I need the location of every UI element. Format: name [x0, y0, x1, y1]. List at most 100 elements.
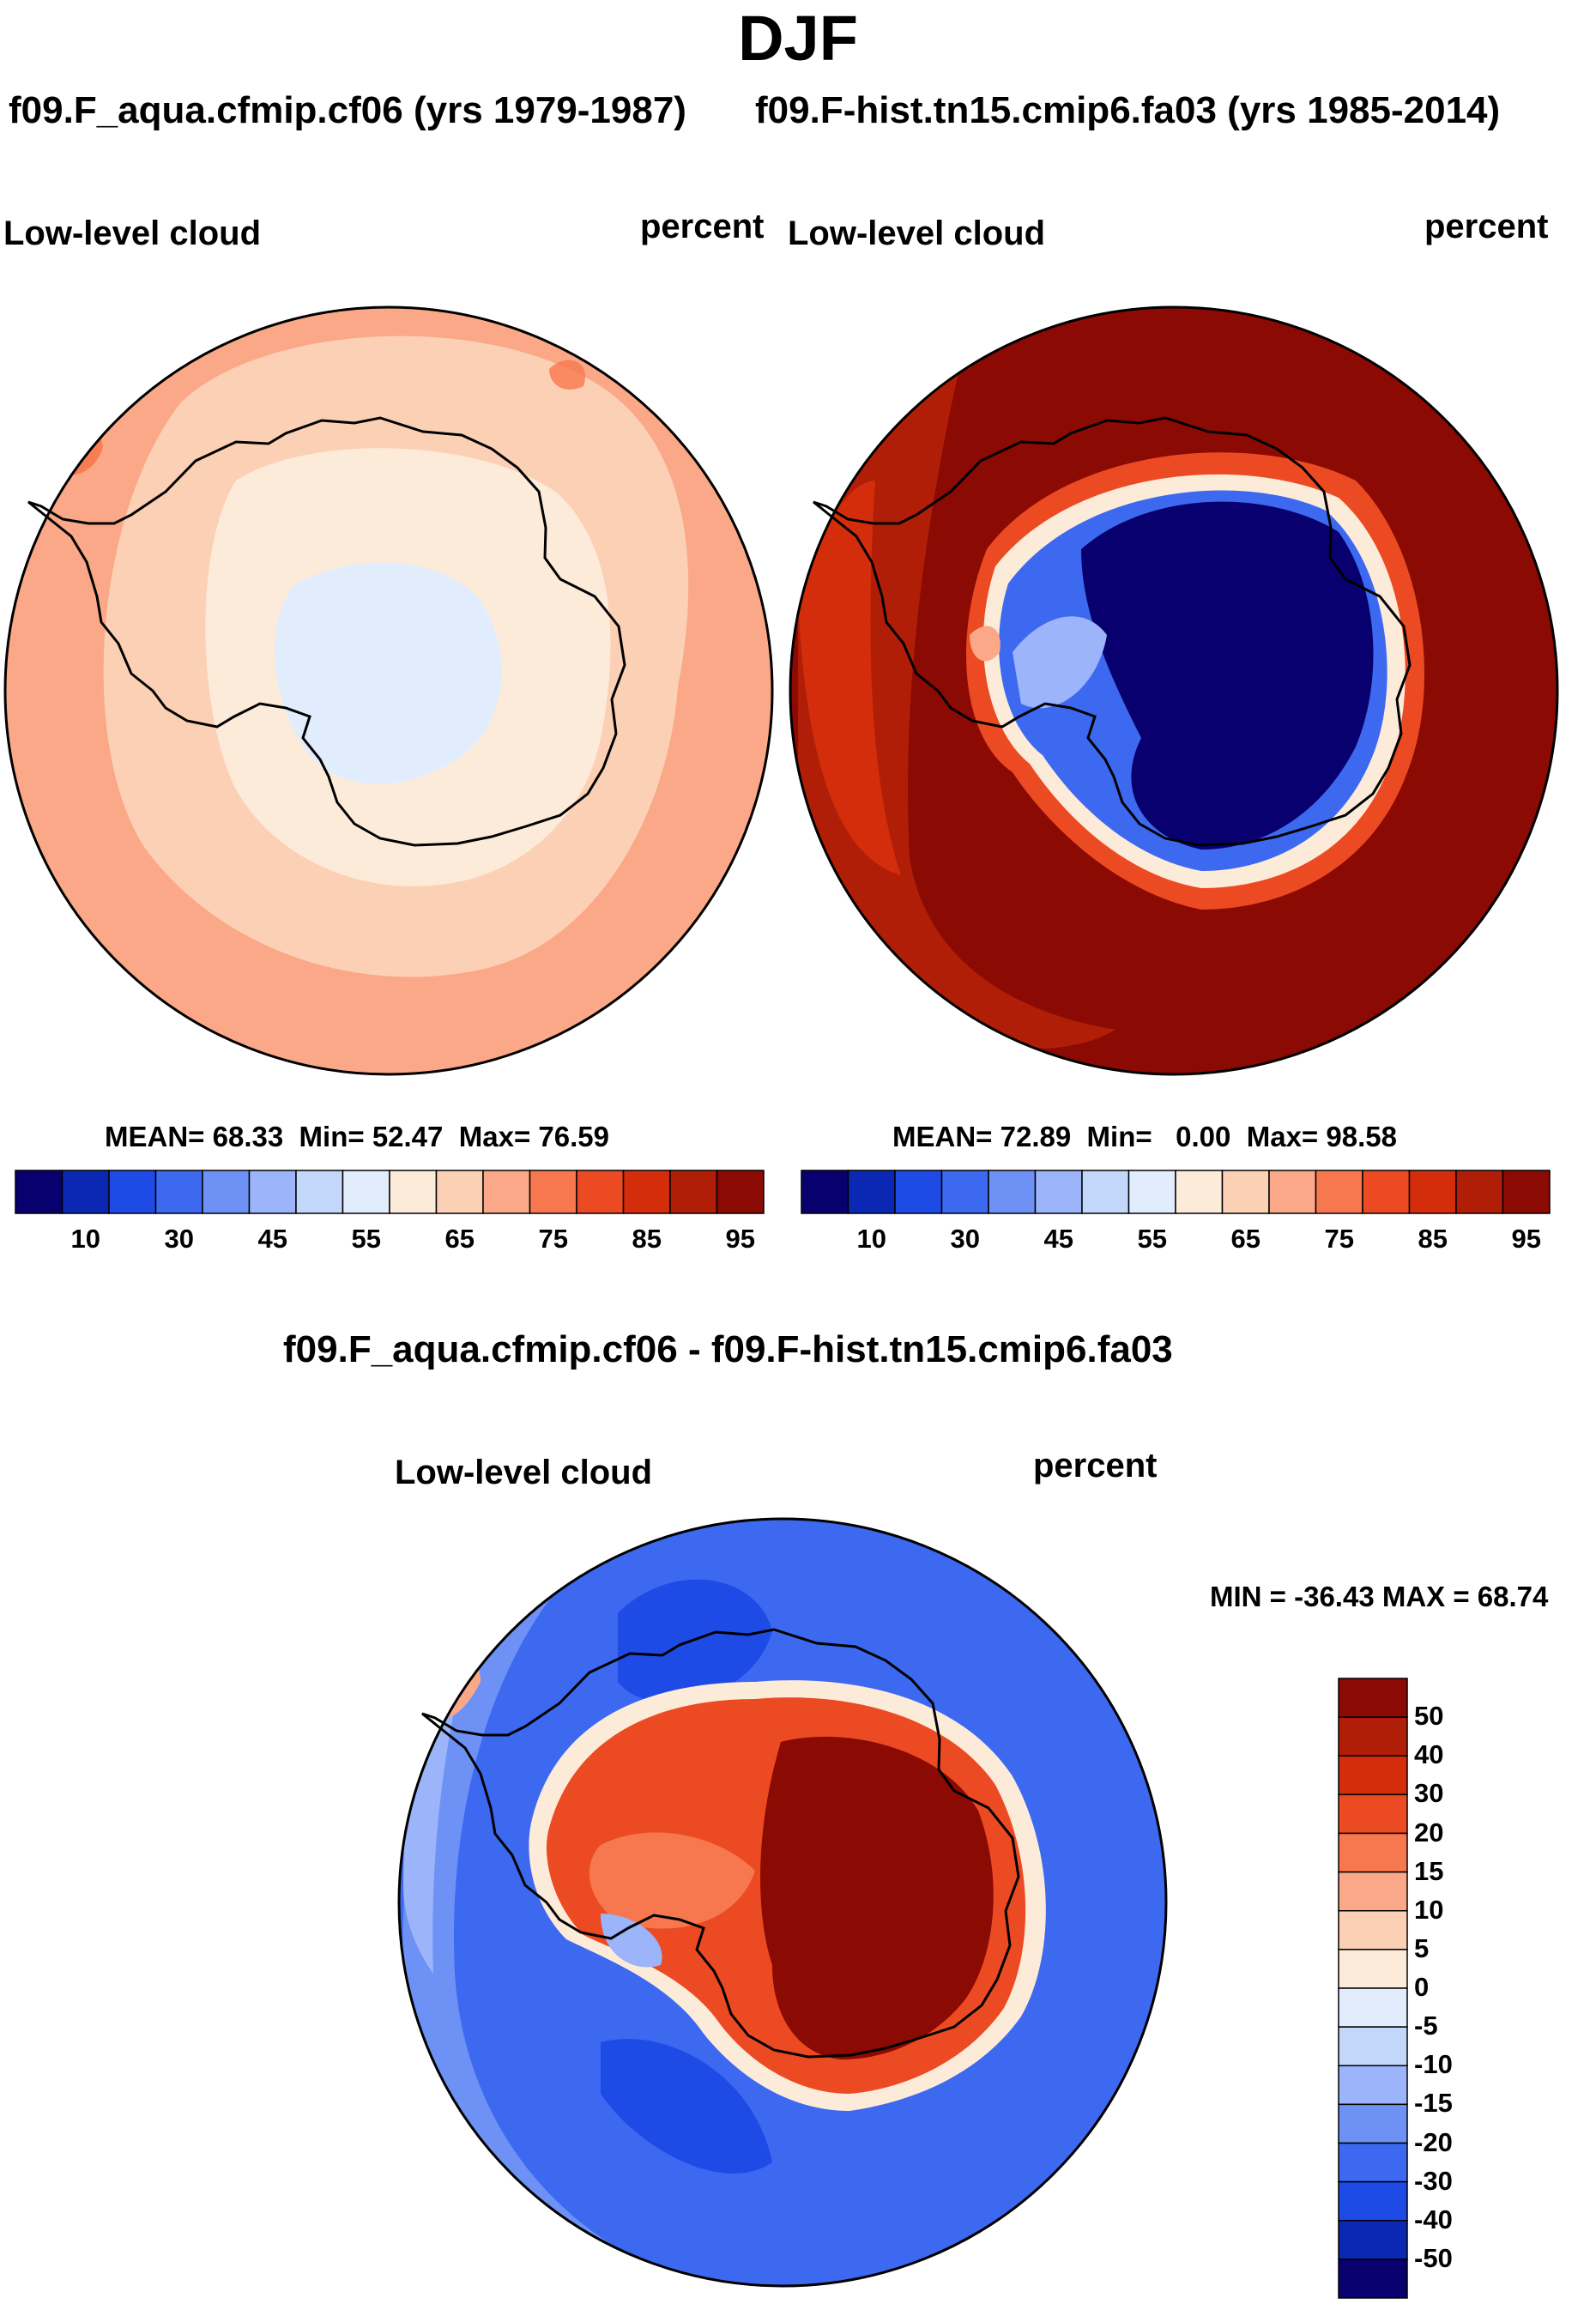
- units-label-right: percent: [1424, 208, 1549, 245]
- diff-colorbar-swatch: [1338, 1987, 1408, 2028]
- mean-value-left: 68.33: [212, 1121, 284, 1152]
- diff-units-label: percent: [1033, 1447, 1158, 1485]
- diff-colorbar: [1338, 1678, 1408, 2299]
- colorbar-tick-label: 65: [1230, 1224, 1260, 1254]
- diff-title: f09.F_aqua.cfmip.cf06 - f09.F-hist.tn15.…: [283, 1328, 1173, 1370]
- colorbar-swatch: [108, 1170, 157, 1214]
- colorbar-tick-label: 45: [1043, 1224, 1073, 1254]
- colorbar-tick-label: 10: [70, 1224, 100, 1254]
- colorbar-swatch: [1268, 1170, 1317, 1214]
- diff-colorbar-swatch: [1338, 2103, 1408, 2144]
- colorbar-swatch: [154, 1170, 203, 1214]
- colorbar-swatch: [1455, 1170, 1504, 1214]
- diff-colorbar-swatch: [1338, 1832, 1408, 1873]
- colorbar-swatch: [1081, 1170, 1130, 1214]
- diff-colorbar-swatch: [1338, 2180, 1408, 2222]
- diff-colorbar-tick-label: 40: [1414, 1739, 1444, 1770]
- colorbar-swatch: [847, 1170, 896, 1214]
- max-value-right: 98.58: [1326, 1121, 1397, 1152]
- colorbar-swatch: [622, 1170, 671, 1214]
- colorbar-swatch: [988, 1170, 1037, 1214]
- max-label-left: Max=: [458, 1121, 531, 1152]
- colorbar-tick-label: 95: [1511, 1224, 1541, 1254]
- colorbar-tick-label: 75: [538, 1224, 568, 1254]
- colorbar-swatch: [248, 1170, 297, 1214]
- colorbar-swatch: [529, 1170, 577, 1214]
- max-value-left: 76.59: [538, 1121, 609, 1152]
- colorbar-swatch: [1175, 1170, 1224, 1214]
- variable-label-left: Low-level cloud: [3, 215, 262, 252]
- colorbar-swatch: [1362, 1170, 1411, 1214]
- diff-colorbar-tick-label: 15: [1414, 1855, 1444, 1886]
- diff-colorbar-swatch: [1338, 2259, 1408, 2299]
- min-value-right: 0.00: [1176, 1121, 1231, 1152]
- diff-colorbar-swatch: [1338, 1755, 1408, 1796]
- diff-colorbar-tick-label: -30: [1414, 2165, 1453, 2196]
- colorbar-swatch: [1221, 1170, 1270, 1214]
- diff-colorbar-tick-label: 10: [1414, 1894, 1444, 1925]
- max-label-right: Max=: [1246, 1121, 1319, 1152]
- variable-label-right: Low-level cloud: [788, 215, 1046, 252]
- map-panel-diff: [397, 1517, 1168, 2288]
- case-label-left: f09.F_aqua.cfmip.cf06 (yrs 1979-1987): [9, 89, 686, 131]
- min-label-left: Min=: [299, 1121, 365, 1152]
- colorbar-swatch: [61, 1170, 110, 1214]
- colorbar-tick-label: 30: [950, 1224, 980, 1254]
- diff-colorbar-swatch: [1338, 1678, 1408, 1718]
- diff-colorbar-tick-label: -10: [1414, 2049, 1453, 2080]
- colorbar-tick-label: 85: [1418, 1224, 1448, 1254]
- diff-colorbar-tick-label: -20: [1414, 2126, 1453, 2157]
- diff-colorbar-tick-label: -40: [1414, 2204, 1453, 2234]
- diff-colorbar-tick-label: 5: [1414, 1932, 1430, 1963]
- colorbar-tick-label: 55: [1137, 1224, 1167, 1254]
- colorbar-tick-label: 45: [257, 1224, 287, 1254]
- colorbar-tick-label: 75: [1324, 1224, 1354, 1254]
- figure-title: DJF: [738, 3, 858, 74]
- colorbar-swatch: [1127, 1170, 1176, 1214]
- min-value-left: 52.47: [372, 1121, 444, 1152]
- colorbar-swatch: [435, 1170, 484, 1214]
- colorbar-swatch: [389, 1170, 438, 1214]
- stats-right: MEAN= 72.89 Min= 0.00 Max= 98.58: [892, 1121, 1397, 1153]
- diff-colorbar-swatch: [1338, 2065, 1408, 2106]
- min-label-right: Min=: [1086, 1121, 1152, 1152]
- diff-variable-label: Low-level cloud: [395, 1454, 653, 1491]
- colorbar-swatch: [801, 1170, 849, 1214]
- colorbar-right: [801, 1170, 1551, 1214]
- colorbar-tick-label: 65: [444, 1224, 475, 1254]
- colorbar-swatch: [15, 1170, 63, 1214]
- colorbar-swatch: [1034, 1170, 1083, 1214]
- mean-label-right: MEAN=: [892, 1121, 993, 1152]
- diff-colorbar-swatch: [1338, 1949, 1408, 1989]
- colorbar-swatch: [1408, 1170, 1457, 1214]
- colorbar-swatch: [576, 1170, 625, 1214]
- stats-left: MEAN= 68.33 Min= 52.47 Max= 76.59: [105, 1121, 609, 1153]
- mean-label-left: MEAN=: [105, 1121, 205, 1152]
- colorbar-tick-label: 55: [351, 1224, 381, 1254]
- colorbar-tick-label: 85: [632, 1224, 662, 1254]
- diff-colorbar-tick-label: 30: [1414, 1778, 1444, 1809]
- colorbar-left: [15, 1170, 765, 1214]
- colorbar-tick-label: 95: [725, 1224, 755, 1254]
- colorbar-swatch: [894, 1170, 943, 1214]
- case-label-right: f09.F-hist.tn15.cmip6.fa03 (yrs 1985-201…: [755, 89, 1501, 131]
- diff-colorbar-tick-label: -5: [1414, 2011, 1438, 2041]
- diff-minmax-label: MIN = -36.43 MAX = 68.74: [1210, 1581, 1549, 1612]
- colorbar-tick-label: 10: [856, 1224, 886, 1254]
- diff-colorbar-swatch: [1338, 2220, 1408, 2260]
- diff-colorbar-swatch: [1338, 1716, 1408, 1757]
- diff-colorbar-tick-label: -50: [1414, 2242, 1453, 2273]
- diff-colorbar-tick-label: -15: [1414, 2088, 1453, 2119]
- colorbar-swatch: [1502, 1170, 1551, 1214]
- colorbar-swatch: [669, 1170, 718, 1214]
- colorbar-swatch: [940, 1170, 989, 1214]
- colorbar-swatch: [202, 1170, 251, 1214]
- diff-colorbar-swatch: [1338, 1910, 1408, 1950]
- diff-colorbar-tick-label: 20: [1414, 1817, 1444, 1847]
- mean-value-right: 72.89: [1000, 1121, 1072, 1152]
- diff-colorbar-tick-label: 0: [1414, 1972, 1430, 2002]
- diff-colorbar-swatch: [1338, 1871, 1408, 1912]
- diff-colorbar-tick-label: 50: [1414, 1701, 1444, 1732]
- diff-colorbar-swatch: [1338, 2142, 1408, 2183]
